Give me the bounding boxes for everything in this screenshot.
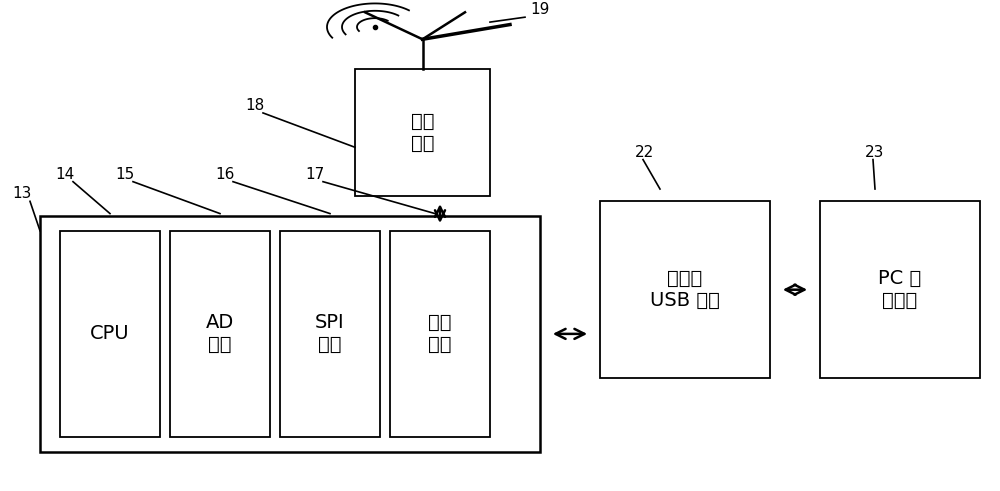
Text: 串口转
USB 电路: 串口转 USB 电路 [650,269,720,310]
Bar [170,231,270,437]
Bar [280,231,380,437]
Text: 通信
模块: 通信 模块 [428,313,452,355]
Bar [355,69,490,196]
Text: 22: 22 [635,144,654,160]
Text: PC 远
程监视: PC 远 程监视 [878,269,922,310]
Text: 17: 17 [305,166,324,182]
Text: 13: 13 [12,186,31,201]
Bar [40,216,540,452]
Bar [820,201,980,378]
Bar [60,231,160,437]
Text: 16: 16 [215,166,234,182]
Text: AD
模块: AD 模块 [206,313,234,355]
Text: SPI
模块: SPI 模块 [315,313,345,355]
Bar [600,201,770,378]
Text: CPU: CPU [90,325,130,343]
Text: 18: 18 [245,98,264,113]
Text: 19: 19 [530,2,549,17]
Text: 23: 23 [865,144,884,160]
Text: 15: 15 [115,166,134,182]
Text: 无线
模块: 无线 模块 [411,112,434,153]
Text: 14: 14 [55,166,74,182]
Bar [390,231,490,437]
